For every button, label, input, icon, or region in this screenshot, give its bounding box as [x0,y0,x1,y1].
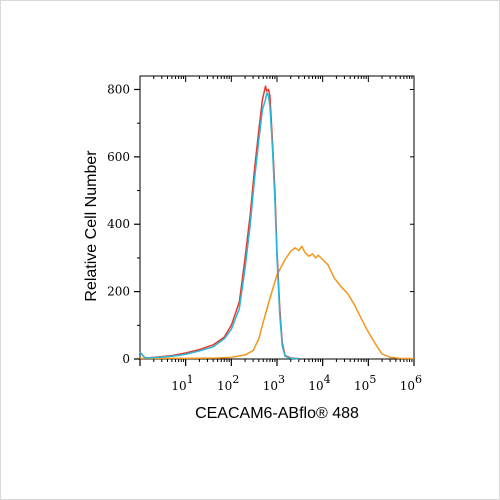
y-tick-label: 200 [107,285,130,299]
x-tick-label-base: 10 [217,379,232,393]
x-tick-label: 105 [354,373,376,393]
x-tick-label-base: 10 [263,379,278,393]
y-tick-label: 600 [107,150,130,164]
plot-frame [139,75,415,360]
x-axis-title: CEACAM6-ABflo® 488 [195,405,359,422]
x-tick-label-exponent: 4 [324,373,331,386]
x-tick-label-base: 10 [354,379,369,393]
x-tick-label-base: 10 [400,379,415,393]
x-tick-label: 106 [400,373,422,393]
x-tick-label-exponent: 6 [415,373,422,386]
y-tick-label: 400 [107,217,130,231]
x-tick-label: 104 [308,373,330,393]
x-tick-label-exponent: 1 [187,373,194,386]
x-tick-label-exponent: 2 [232,373,239,386]
y-tick-label: 0 [122,352,130,366]
y-tick-label: 800 [107,82,130,96]
histogram-series-line [139,92,299,360]
x-tick-label: 103 [263,373,285,393]
x-tick-label-exponent: 5 [369,373,376,386]
x-tick-label: 102 [217,373,239,393]
x-tick-label-base: 10 [308,379,323,393]
x-tick-label-base: 10 [171,379,186,393]
x-tick-label: 101 [171,373,193,393]
x-tick-label-exponent: 3 [278,373,285,386]
histogram-series-line [140,245,415,360]
y-axis-title: Relative Cell Number [83,150,100,302]
